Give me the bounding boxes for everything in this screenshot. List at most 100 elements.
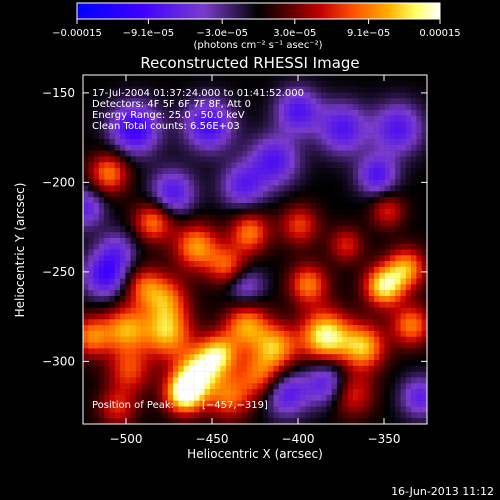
heatmap-cell	[273, 104, 280, 111]
heatmap-cell	[93, 249, 100, 256]
heatmap-cell	[289, 243, 295, 250]
heatmap-cell	[278, 80, 285, 87]
heatmap-cell	[352, 336, 359, 343]
heatmap-cell	[331, 144, 338, 151]
heatmap-cell	[120, 261, 126, 268]
heatmap-cell	[326, 75, 332, 82]
heatmap-cell	[326, 226, 332, 233]
heatmap-cell	[188, 377, 195, 384]
heatmap-cell	[199, 348, 205, 355]
heatmap-cell	[305, 138, 311, 145]
heatmap-cell	[289, 342, 295, 349]
heatmap-cell	[98, 371, 105, 378]
heatmap-cell	[167, 162, 174, 169]
heatmap-cell	[347, 400, 354, 407]
heatmap-cell	[199, 377, 205, 384]
heatmap-cell	[109, 86, 115, 93]
heatmap-cell	[421, 400, 428, 407]
heatmap-cell	[141, 80, 147, 87]
heatmap-cell	[299, 365, 306, 372]
heatmap-cell	[400, 237, 407, 244]
heatmap-cell	[172, 121, 179, 128]
heatmap-cell	[416, 336, 422, 343]
heatmap-cell	[268, 377, 274, 384]
heatmap-cell	[215, 156, 221, 163]
heatmap-cell	[299, 249, 306, 256]
heatmap-cell	[210, 127, 216, 134]
heatmap-cell	[151, 214, 158, 221]
heatmap-cell	[162, 330, 168, 337]
heatmap-cell	[405, 232, 412, 239]
heatmap-cell	[83, 272, 89, 279]
heatmap-cell	[262, 162, 269, 169]
heatmap-cell	[178, 237, 184, 244]
heatmap-cell	[363, 197, 369, 204]
heatmap-cell	[167, 272, 174, 279]
heatmap-cell	[363, 354, 369, 361]
heatmap-cell	[342, 237, 348, 244]
heatmap-cell	[257, 377, 264, 384]
heatmap-cell	[125, 208, 131, 215]
heatmap-cell	[299, 336, 306, 343]
heatmap-cell	[268, 255, 274, 262]
heatmap-cell	[389, 168, 396, 175]
heatmap-cell	[215, 255, 221, 262]
heatmap-cell	[210, 150, 216, 157]
heatmap-cell	[363, 144, 369, 151]
heatmap-cell	[257, 418, 264, 425]
colorbar-tick-label: 3.0e−05	[273, 28, 316, 39]
heatmap-cell	[310, 377, 317, 384]
heatmap-cell	[305, 202, 311, 209]
heatmap-cell	[146, 360, 152, 367]
heatmap-cell	[157, 354, 163, 361]
heatmap-cell	[352, 133, 359, 140]
heatmap-cell	[215, 348, 221, 355]
heatmap-cell	[215, 330, 221, 337]
heatmap-cell	[257, 179, 264, 186]
heatmap-cell	[331, 185, 338, 192]
heatmap-cell	[416, 168, 422, 175]
heatmap-cell	[411, 394, 417, 401]
heatmap-cell	[268, 197, 274, 204]
heatmap-cell	[374, 214, 380, 221]
heatmap-cell	[273, 98, 280, 105]
heatmap-cell	[130, 80, 137, 87]
heatmap-cell	[88, 290, 94, 297]
heatmap-cell	[135, 313, 142, 320]
heatmap-cell	[215, 75, 221, 82]
heatmap-cell	[374, 301, 380, 308]
heatmap-cell	[395, 307, 401, 314]
heatmap-cell	[210, 214, 216, 221]
heatmap-cell	[416, 342, 422, 349]
heatmap-cell	[130, 330, 137, 337]
heatmap-cell	[374, 371, 380, 378]
heatmap-cell	[389, 371, 396, 378]
heatmap-cell	[352, 249, 359, 256]
heatmap-cell	[162, 371, 168, 378]
heatmap-cell	[162, 383, 168, 390]
heatmap-cell	[268, 400, 274, 407]
heatmap-cell	[268, 307, 274, 314]
heatmap-cell	[125, 313, 131, 320]
heatmap-cell	[395, 179, 401, 186]
heatmap-cell	[252, 220, 258, 227]
heatmap-cell	[421, 354, 428, 361]
heatmap-cell	[368, 202, 375, 209]
heatmap-cell	[188, 296, 195, 303]
heatmap-cell	[210, 197, 216, 204]
heatmap-cell	[130, 191, 137, 198]
heatmap-cell	[204, 330, 211, 337]
heatmap-cell	[289, 80, 295, 87]
heatmap-cell	[310, 226, 317, 233]
heatmap-cell	[363, 104, 369, 111]
heatmap-cell	[289, 133, 295, 140]
heatmap-cell	[231, 80, 237, 87]
heatmap-cell	[231, 232, 237, 239]
heatmap-cell	[220, 377, 227, 384]
heatmap-cell	[252, 232, 258, 239]
heatmap-cell	[204, 266, 211, 273]
heatmap-cell	[120, 179, 126, 186]
heatmap-cell	[305, 243, 311, 250]
heatmap-cell	[120, 104, 126, 111]
heatmap-cell	[305, 232, 311, 239]
